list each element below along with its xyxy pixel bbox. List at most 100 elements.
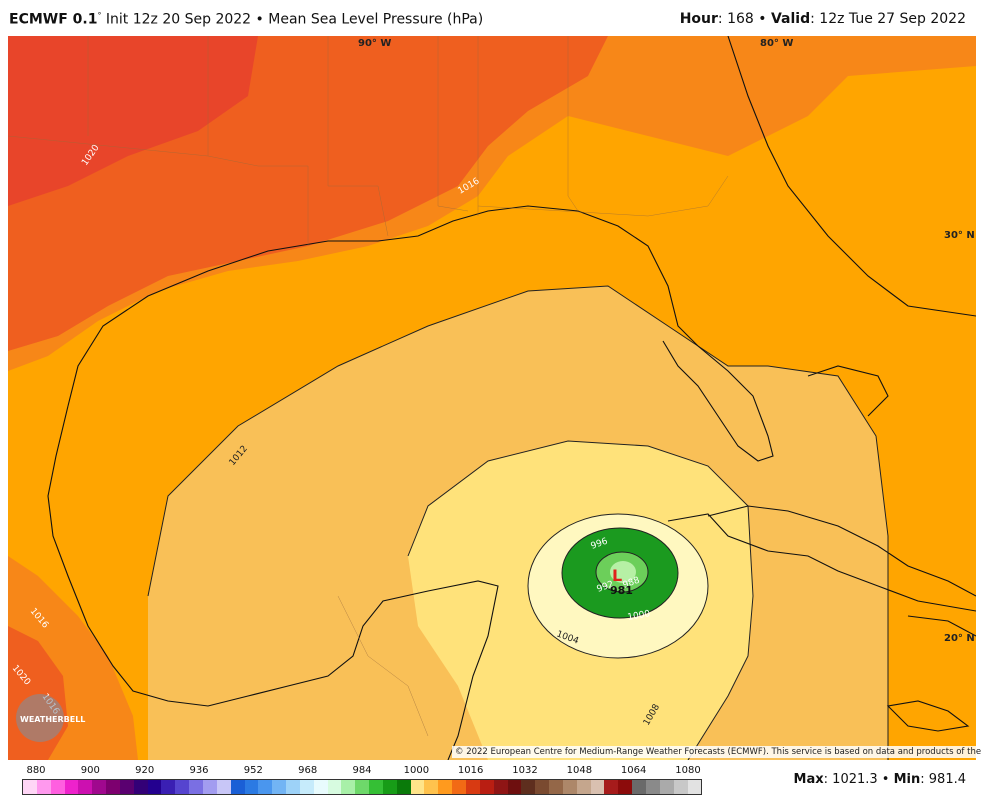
legend-swatch-35 (507, 780, 522, 794)
cuba-south-coast (667, 513, 976, 612)
pressure-legend: 880 900 920 936 952 968 984 1000 1016 1032 1048 106… (22, 765, 702, 795)
legend-swatch-40 (576, 780, 591, 794)
legend-swatch-28 (410, 780, 425, 794)
pressure-zone-988 (610, 561, 636, 583)
legend-swatch-43 (618, 780, 633, 794)
legend-swatch-48 (687, 780, 702, 794)
legend-tick-0: 880 (26, 765, 46, 776)
lat-label-30n: 30° N (944, 230, 975, 241)
legend-swatch-38 (549, 780, 563, 794)
isobar-992 (595, 551, 649, 593)
legend-swatch-12 (189, 780, 203, 794)
legend-swatch-8 (133, 780, 148, 794)
legend-tick-1: 900 (80, 765, 100, 776)
degree-sign: ° (97, 11, 102, 20)
header-bar: ECMWF 0.1° Init 12z 20 Sep 2022 • Mean S… (0, 0, 984, 36)
legend-tick-6: 984 (352, 765, 372, 776)
legend-swatch-6 (106, 780, 120, 794)
legend-swatch-31 (452, 780, 466, 794)
legend-swatch-32 (466, 780, 480, 794)
us-gulf-coast (67, 205, 774, 462)
legend-tick-4: 952 (243, 765, 263, 776)
title-separator-2: • (758, 11, 767, 27)
legend-swatch-41 (590, 780, 605, 794)
lon-label-90w: 90° W (358, 38, 392, 49)
cuba-coast (707, 505, 976, 597)
legend-swatch-47 (673, 780, 688, 794)
legend-swatch-18 (272, 780, 287, 794)
init-time: Init 12z 20 Sep 2022 (105, 11, 252, 28)
legend-swatch-37 (535, 780, 550, 794)
legend-swatch-11 (175, 780, 190, 794)
legend-swatch-22 (327, 780, 342, 794)
contour-label-1000: 1000 (627, 609, 652, 623)
legend-swatch-44 (632, 780, 646, 794)
legend-swatch-16 (244, 780, 259, 794)
legend-swatch-4 (78, 780, 93, 794)
title-separator: • (255, 11, 264, 28)
logo-text: WEATHERBELL (20, 715, 85, 724)
hour-label: Hour (679, 11, 718, 27)
jamaica (886, 700, 970, 732)
isobar-996 (561, 527, 679, 619)
isobar-lines (147, 285, 889, 760)
coastlines (47, 36, 976, 760)
max-min-readout: Max: 1021.3 • Min: 981.4 (794, 772, 966, 787)
legend-swatch-36 (521, 780, 536, 794)
max-value: : 1021.3 (823, 772, 878, 787)
mexico-coast (47, 405, 499, 760)
admin-borders (8, 36, 729, 737)
valid-time-info: Hour: 168 • Valid: 12z Tue 27 Sep 2022 (680, 11, 966, 27)
legend-swatch-39 (562, 780, 577, 794)
legend-swatch-30 (438, 780, 453, 794)
legend-swatch-0 (23, 780, 37, 794)
max-label: Max (793, 772, 824, 787)
legend-swatch-5 (92, 780, 107, 794)
legend-tick-9: 1032 (512, 765, 538, 776)
pressure-map[interactable]: 1020 1016 1012 1008 1004 1000 996 992 98… (8, 36, 976, 760)
isobar-1008 (147, 285, 889, 760)
legend-swatch-19 (286, 780, 300, 794)
valid-value: : 12z Tue 27 Sep 2022 (810, 11, 966, 27)
legend-tick-11: 1064 (620, 765, 647, 776)
map-canvas: 1020 1016 1012 1008 1004 1000 996 992 98… (8, 36, 976, 760)
min-value: : 981.4 (920, 772, 966, 787)
legend-tick-7: 1000 (403, 765, 430, 776)
legend-tick-12: 1080 (675, 765, 701, 776)
isobar-1004-outer (407, 440, 754, 760)
legend-swatch-24 (355, 780, 370, 794)
weatherbell-logo: WEATHERBELL (12, 690, 94, 744)
legend-swatch-13 (202, 780, 217, 794)
lat-label-20n: 20° N (944, 633, 975, 644)
legend-swatch-42 (604, 780, 619, 794)
legend-tick-10: 1048 (566, 765, 593, 776)
valid-label: Valid (770, 11, 811, 27)
legend-swatch-23 (341, 780, 356, 794)
legend-swatch-7 (119, 780, 134, 794)
legend-swatch-46 (659, 780, 674, 794)
low-pressure-value: 981 (610, 584, 633, 597)
legend-swatch-10 (161, 780, 176, 794)
isobar-1000 (527, 513, 709, 659)
legend-swatch-25 (369, 780, 383, 794)
legend-colorbar (22, 779, 702, 795)
legend-tick-5: 968 (298, 765, 318, 776)
legend-swatch-9 (147, 780, 162, 794)
legend-tick-8: 1016 (457, 765, 484, 776)
copyright-notice: © 2022 European Centre for Medium-Range … (452, 746, 984, 758)
map-title: ECMWF 0.1° Init 12z 20 Sep 2022 • Mean S… (9, 11, 483, 28)
legend-swatch-2 (50, 780, 65, 794)
logo-graphic: WEATHERBELL (16, 694, 85, 742)
lon-label-80w: 80° W (760, 38, 794, 49)
legend-swatch-21 (313, 780, 328, 794)
stats-separator: • (881, 772, 890, 787)
field-name: Mean Sea Level Pressure (hPa) (268, 11, 484, 28)
us-atlantic-coast (727, 36, 976, 317)
bahamas (807, 365, 889, 417)
hispaniola-coast (907, 615, 976, 637)
legend-swatch-15 (230, 780, 245, 794)
legend-swatch-33 (479, 780, 494, 794)
low-pressure-symbol: L (612, 566, 622, 585)
legend-swatch-27 (396, 780, 411, 794)
legend-tick-3: 936 (189, 765, 209, 776)
